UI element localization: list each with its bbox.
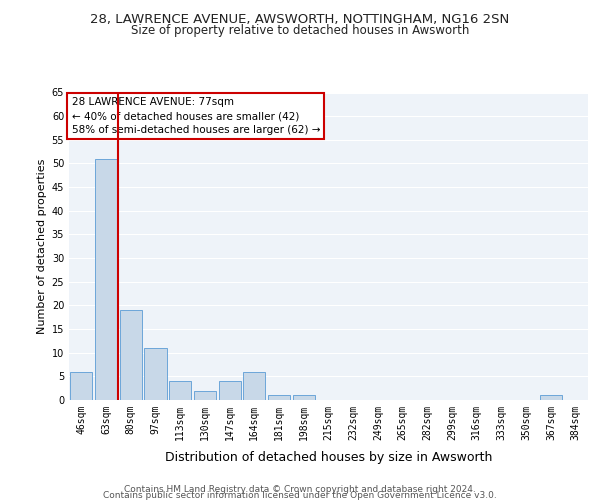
Bar — [218, 381, 241, 400]
Bar — [119, 310, 142, 400]
Bar — [540, 396, 562, 400]
Bar — [70, 372, 92, 400]
Text: Contains public sector information licensed under the Open Government Licence v3: Contains public sector information licen… — [103, 491, 497, 500]
Bar — [145, 348, 167, 400]
Bar — [95, 158, 117, 400]
Text: Size of property relative to detached houses in Awsworth: Size of property relative to detached ho… — [131, 24, 469, 37]
Bar — [268, 396, 290, 400]
Y-axis label: Number of detached properties: Number of detached properties — [37, 158, 47, 334]
Bar — [169, 381, 191, 400]
X-axis label: Distribution of detached houses by size in Awsworth: Distribution of detached houses by size … — [165, 451, 492, 464]
Bar — [293, 396, 315, 400]
Bar — [243, 372, 265, 400]
Text: 28, LAWRENCE AVENUE, AWSWORTH, NOTTINGHAM, NG16 2SN: 28, LAWRENCE AVENUE, AWSWORTH, NOTTINGHA… — [91, 12, 509, 26]
Text: 28 LAWRENCE AVENUE: 77sqm
← 40% of detached houses are smaller (42)
58% of semi-: 28 LAWRENCE AVENUE: 77sqm ← 40% of detac… — [71, 97, 320, 135]
Text: Contains HM Land Registry data © Crown copyright and database right 2024.: Contains HM Land Registry data © Crown c… — [124, 484, 476, 494]
Bar — [194, 390, 216, 400]
